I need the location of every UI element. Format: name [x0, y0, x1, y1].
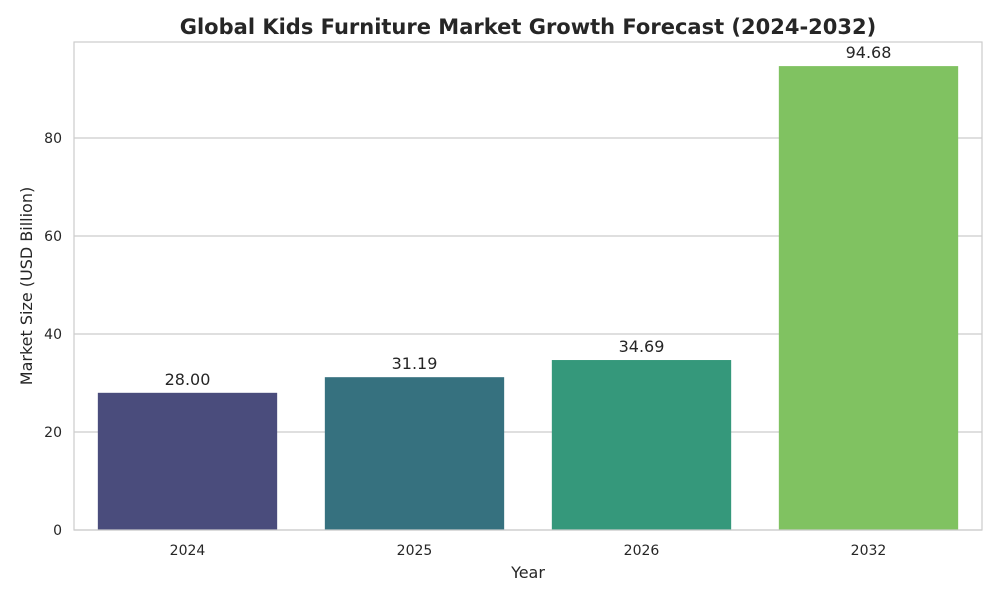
y-tick-label: 0	[53, 523, 62, 539]
plot-frame	[73, 41, 983, 531]
data-label: 28.00	[165, 370, 211, 389]
x-tick-label: 2032	[851, 543, 887, 559]
y-tick-label: 80	[44, 131, 62, 147]
x-tick-label: 2024	[170, 543, 206, 559]
y-tick-label: 40	[44, 327, 62, 343]
y-tick-label: 60	[44, 229, 62, 245]
x-tick-label: 2026	[624, 543, 660, 559]
data-label: 94.68	[846, 43, 892, 62]
chart-title: Global Kids Furniture Market Growth Fore…	[180, 15, 876, 39]
bar-2025	[324, 377, 505, 530]
y-axis-label: Market Size (USD Billion)	[17, 187, 36, 385]
y-tick-label: 20	[44, 425, 62, 441]
bar-2032	[778, 66, 959, 531]
x-axis-label: Year	[510, 563, 545, 582]
data-label: 31.19	[392, 354, 438, 373]
data-label: 34.69	[619, 337, 665, 356]
bar-2024	[97, 392, 278, 530]
x-tick-label: 2025	[397, 543, 433, 559]
bar-2026	[551, 360, 732, 530]
